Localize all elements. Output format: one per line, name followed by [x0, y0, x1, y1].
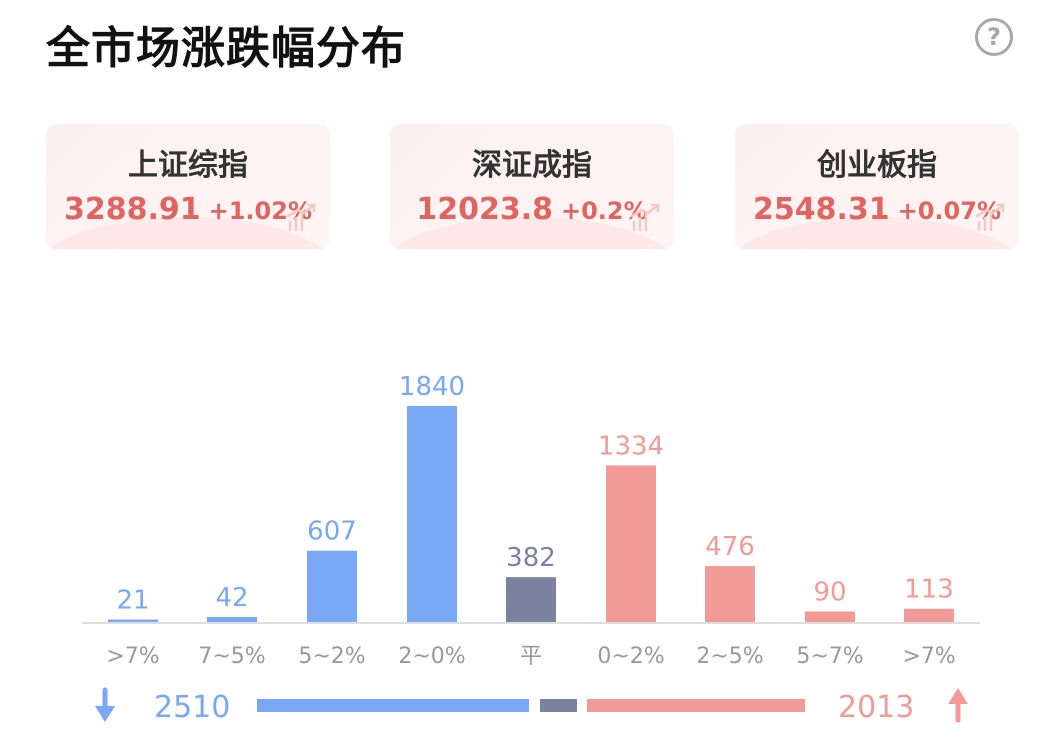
bar-value-label: 42 — [215, 583, 248, 613]
question-circle-icon[interactable]: ? — [975, 18, 1013, 56]
index-card-cyb[interactable]: 创业板指 2548.31 +0.07% — [735, 124, 1019, 249]
arrow-up-icon — [948, 688, 968, 704]
bar-value-label: 113 — [904, 575, 954, 605]
index-change: +0.2% — [560, 197, 648, 225]
down-proportion-bar — [257, 699, 529, 712]
down-total: 2510 — [154, 690, 230, 725]
index-card-sh[interactable]: 上证综指 3288.91 +1.02% — [46, 124, 330, 249]
trend-up-icon — [630, 203, 660, 232]
up-total: 2013 — [838, 690, 914, 725]
bar-2 — [207, 617, 257, 622]
x-tick-label: 平 — [520, 644, 542, 669]
bar-5 — [506, 577, 556, 622]
bar-value-label: 607 — [307, 517, 357, 547]
index-card-sz[interactable]: 深证成指 12023.8 +0.2% — [390, 124, 674, 249]
x-tick-label: 2~0% — [398, 644, 465, 669]
trend-up-icon — [286, 203, 316, 232]
bar-6 — [606, 465, 656, 622]
index-name: 深证成指 — [472, 148, 592, 183]
up-proportion-bar — [587, 699, 805, 712]
bar-7 — [705, 566, 755, 622]
bar-1 — [108, 619, 158, 622]
index-value: 2548.31 — [752, 192, 890, 227]
arrow-down-icon — [95, 706, 115, 722]
trend-up-icon — [975, 203, 1005, 232]
bar-value-label: 382 — [506, 543, 556, 573]
bar-8 — [805, 611, 855, 622]
bar-3 — [307, 550, 357, 622]
bar-value-label: 21 — [116, 586, 149, 616]
bar-value-label: 1334 — [598, 431, 664, 461]
index-name: 上证综指 — [128, 148, 248, 183]
x-tick-label: 0~2% — [597, 644, 664, 669]
bar-value-label: 1840 — [399, 372, 465, 402]
bar-9 — [904, 608, 954, 622]
page-title: 全市场涨跌幅分布 — [46, 23, 406, 74]
bar-value-label: 90 — [813, 577, 846, 607]
x-tick-label: 5~7% — [796, 644, 863, 669]
x-tick-label: 5~2% — [298, 644, 365, 669]
index-name: 创业板指 — [817, 148, 937, 183]
x-tick-label: >7% — [902, 644, 955, 669]
bar-4 — [407, 406, 457, 622]
flat-proportion-bar — [540, 699, 577, 712]
index-value: 12023.8 — [416, 192, 553, 227]
x-tick-label: >7% — [106, 644, 159, 669]
bar-value-label: 476 — [705, 532, 755, 562]
x-tick-label: 2~5% — [696, 644, 763, 669]
x-tick-label: 7~5% — [198, 644, 265, 669]
index-value: 3288.91 — [63, 192, 201, 227]
